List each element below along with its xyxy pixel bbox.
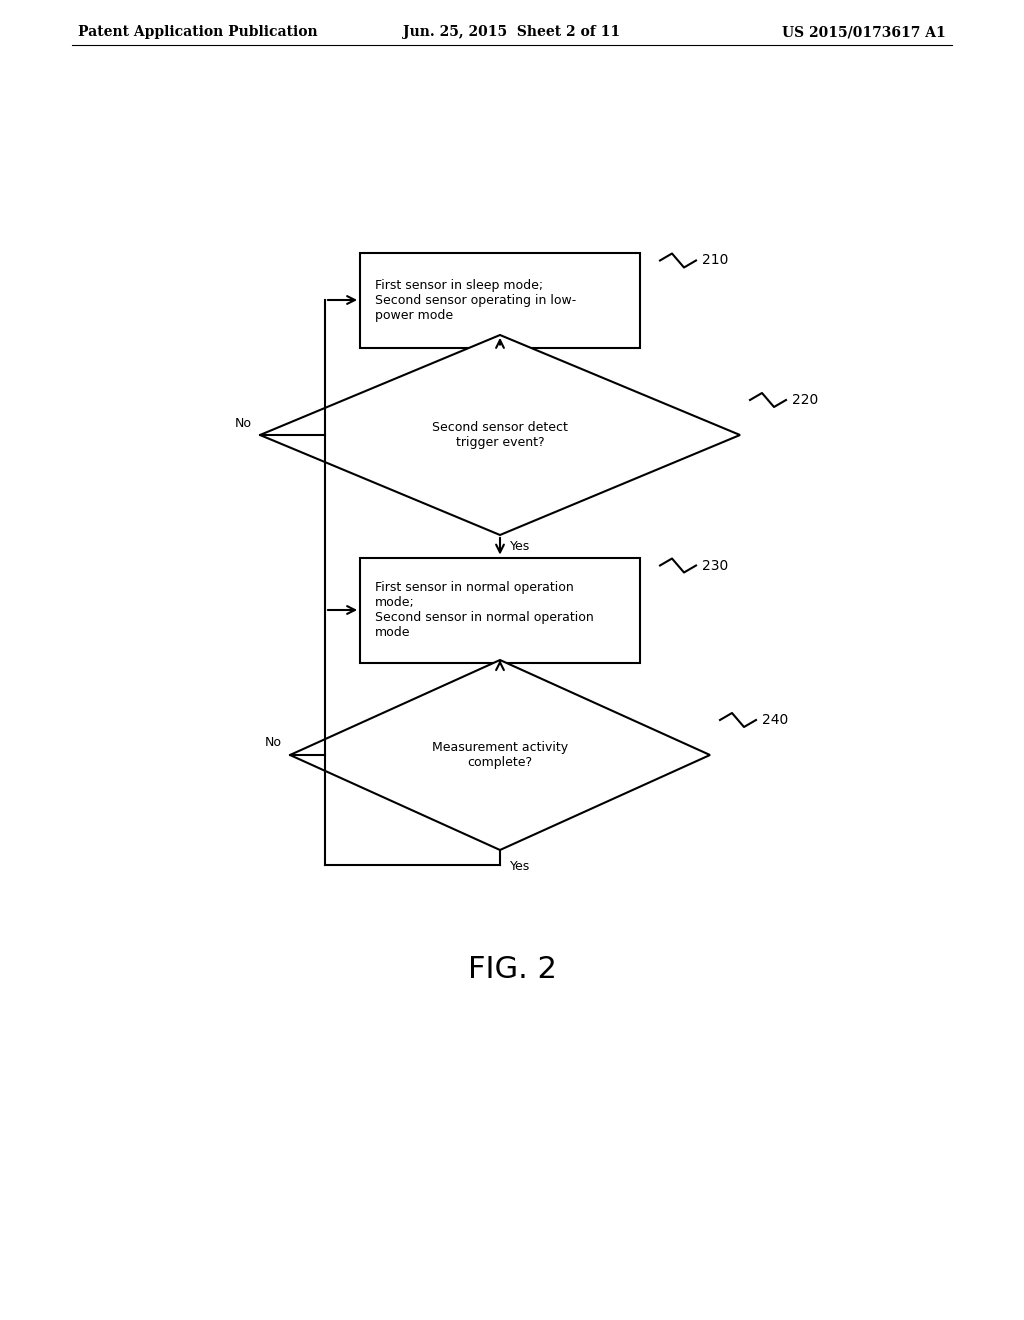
Text: Yes: Yes — [510, 540, 530, 553]
Text: 220: 220 — [792, 393, 818, 407]
Text: Jun. 25, 2015  Sheet 2 of 11: Jun. 25, 2015 Sheet 2 of 11 — [403, 25, 621, 40]
Text: Second sensor detect
trigger event?: Second sensor detect trigger event? — [432, 421, 568, 449]
Text: No: No — [265, 737, 282, 750]
Text: First sensor in normal operation
mode;
Second sensor in normal operation
mode: First sensor in normal operation mode; S… — [375, 581, 594, 639]
Bar — [360, 557, 640, 663]
Polygon shape — [290, 660, 710, 850]
Text: 230: 230 — [702, 558, 728, 573]
Text: US 2015/0173617 A1: US 2015/0173617 A1 — [782, 25, 946, 40]
Text: 210: 210 — [702, 253, 728, 268]
Text: First sensor in sleep mode;
Second sensor operating in low-
power mode: First sensor in sleep mode; Second senso… — [375, 279, 577, 322]
Bar — [360, 252, 640, 347]
Text: FIG. 2: FIG. 2 — [468, 956, 556, 985]
Text: Yes: Yes — [510, 861, 530, 873]
Polygon shape — [260, 335, 740, 535]
Text: 240: 240 — [762, 713, 788, 727]
Text: Measurement activity
complete?: Measurement activity complete? — [432, 741, 568, 770]
Text: Patent Application Publication: Patent Application Publication — [78, 25, 317, 40]
Text: No: No — [234, 417, 252, 429]
